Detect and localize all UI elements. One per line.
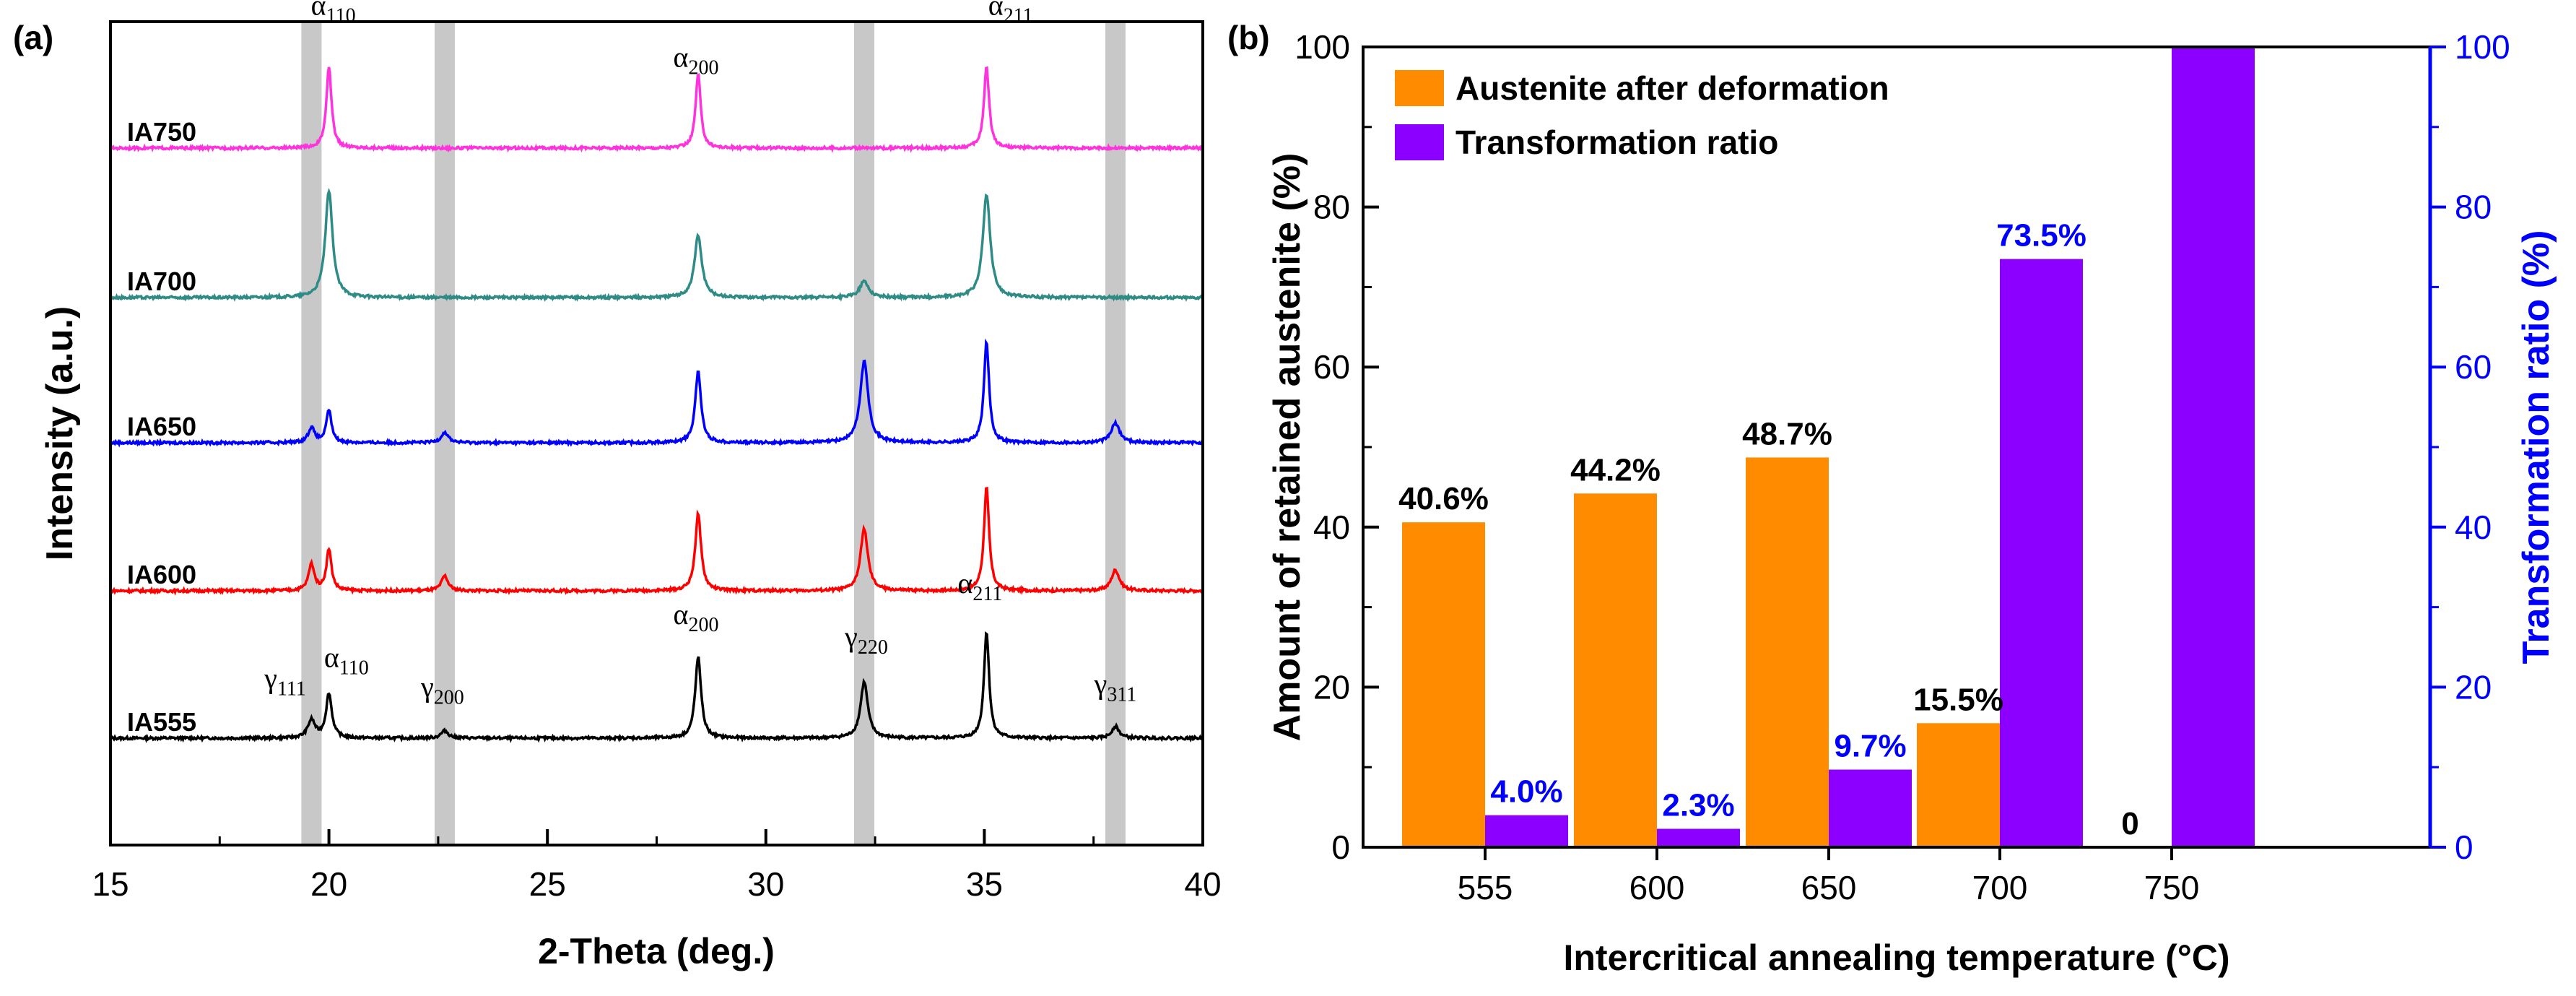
highlight-band (853, 22, 874, 845)
bar-transformation (1485, 815, 1568, 847)
x-axis-ticks-a: 15 20 25 30 35 40 (92, 829, 1222, 903)
y-axis-label-b: Amount of retained austenite (%) (1266, 153, 1308, 742)
y2-tick-label-b: 40 (2455, 508, 2492, 546)
x-axis-label-b: Intercritical annealing temperature (°C) (1564, 937, 2230, 978)
peak-label: α200 (673, 598, 718, 636)
y-tick-label-b: 40 (1313, 508, 1350, 546)
bar-series (1402, 47, 2255, 847)
x-tick-label-a: 40 (1184, 865, 1221, 903)
panel-b-label: (b) (1227, 19, 1270, 56)
diffraction-traces: IA555 IA600 IA650 IA700 IA750 (109, 66, 1204, 744)
x-tick-label-a: 25 (529, 865, 566, 903)
x-tick-label-a: 30 (747, 865, 784, 903)
bar-label-transformation: 4.0% (1490, 774, 1562, 810)
x-axis-label-a: 2-Theta (deg.) (538, 931, 775, 971)
plot-b-frame (1362, 46, 2432, 849)
bar-label-transformation: 9.7% (1834, 729, 1906, 764)
x-tick-label-b: 555 (1458, 869, 1513, 906)
peak-label: α110 (324, 641, 369, 680)
bar-austenite (1402, 522, 1485, 847)
trace-ia555 (110, 631, 1204, 744)
peak-label: α200 (673, 40, 718, 79)
x-tick-label-b: 750 (2144, 869, 2200, 906)
trace-label: IA555 (127, 707, 196, 737)
trace-label: IA650 (127, 412, 196, 441)
bar-label-austenite: 44.2% (1570, 452, 1661, 488)
trace-ia700 (109, 188, 1204, 303)
y-axis-label-a: Intensity (a.u.) (39, 306, 81, 560)
bar-transformation (1829, 769, 1912, 847)
legend-swatch-austenite (1395, 70, 1444, 106)
y-tick-label-b: 100 (1294, 28, 1350, 66)
y2-tick-label-b: 100 (2455, 28, 2510, 66)
bar-transformation (2172, 47, 2255, 847)
panel-a-label: (a) (13, 19, 53, 56)
bar-label-transformation: 2.3% (1662, 788, 1734, 823)
x-tick-label-b: 600 (1629, 869, 1685, 906)
x-tick-label-b: 700 (1972, 869, 2028, 906)
y2-tick-label-b: 0 (2455, 828, 2473, 866)
x-tick-label-a: 15 (92, 865, 129, 903)
bar-label-austenite: 40.6% (1398, 481, 1489, 516)
trace-ia650 (109, 338, 1204, 448)
legend: Austenite after deformation Transformati… (1395, 69, 1889, 161)
y2-axis-label-b: Transformation ratio (%) (2515, 230, 2557, 664)
y2-tick-label-b: 80 (2455, 189, 2492, 226)
trace-label: IA600 (127, 560, 196, 589)
bar-transformation (2000, 259, 2083, 847)
y-tick-label-b: 60 (1313, 348, 1350, 386)
bar-label-austenite: 15.5% (1913, 682, 2003, 717)
bar-label-austenite: 0 (2121, 806, 2138, 841)
x-tick-label-a: 20 (310, 865, 347, 903)
y-tick-label-b: 20 (1313, 668, 1350, 706)
x-tick-label-a: 35 (966, 865, 1003, 903)
trace-ia600 (110, 486, 1204, 596)
bar-label-austenite: 48.7% (1742, 416, 1832, 451)
y-tick-label-b: 80 (1313, 189, 1350, 226)
peak-label: γ111 (264, 662, 306, 700)
legend-label-transformation: Transformation ratio (1455, 124, 1778, 161)
y2-tick-label-b: 20 (2455, 668, 2492, 706)
y-tick-label-b: 0 (1331, 828, 1350, 866)
trace-ia750 (109, 66, 1204, 153)
bar-label-transformation: 73.5% (1996, 218, 2087, 254)
bar-austenite (1746, 457, 1829, 847)
bar-transformation (1657, 828, 1740, 847)
x-tick-label-b: 650 (1801, 869, 1857, 906)
legend-swatch-transformation (1395, 124, 1444, 160)
bar-austenite (1574, 493, 1657, 847)
retained-austenite-panel: (b) 40.6% 4.0% 44.2% 2.3% 48.7% 9.7%15.5% 73.5… (1227, 19, 2557, 978)
plot-a-frame (109, 20, 1204, 846)
trace-label: IA750 (127, 117, 196, 147)
trace-label: IA700 (127, 267, 196, 296)
y2-tick-label-b: 60 (2455, 348, 2492, 386)
xrd-panel: (a) IA555 IA600 IA650 IA700 IA750 α110 α200 α2… (13, 0, 1222, 971)
legend-label-austenite: Austenite after deformation (1455, 69, 1889, 107)
bar-data-labels: 40.6% 4.0% 44.2% 2.3% 48.7% 9.7%15.5% 73.5% 0 (1398, 218, 2139, 841)
bar-austenite (1917, 723, 2000, 847)
